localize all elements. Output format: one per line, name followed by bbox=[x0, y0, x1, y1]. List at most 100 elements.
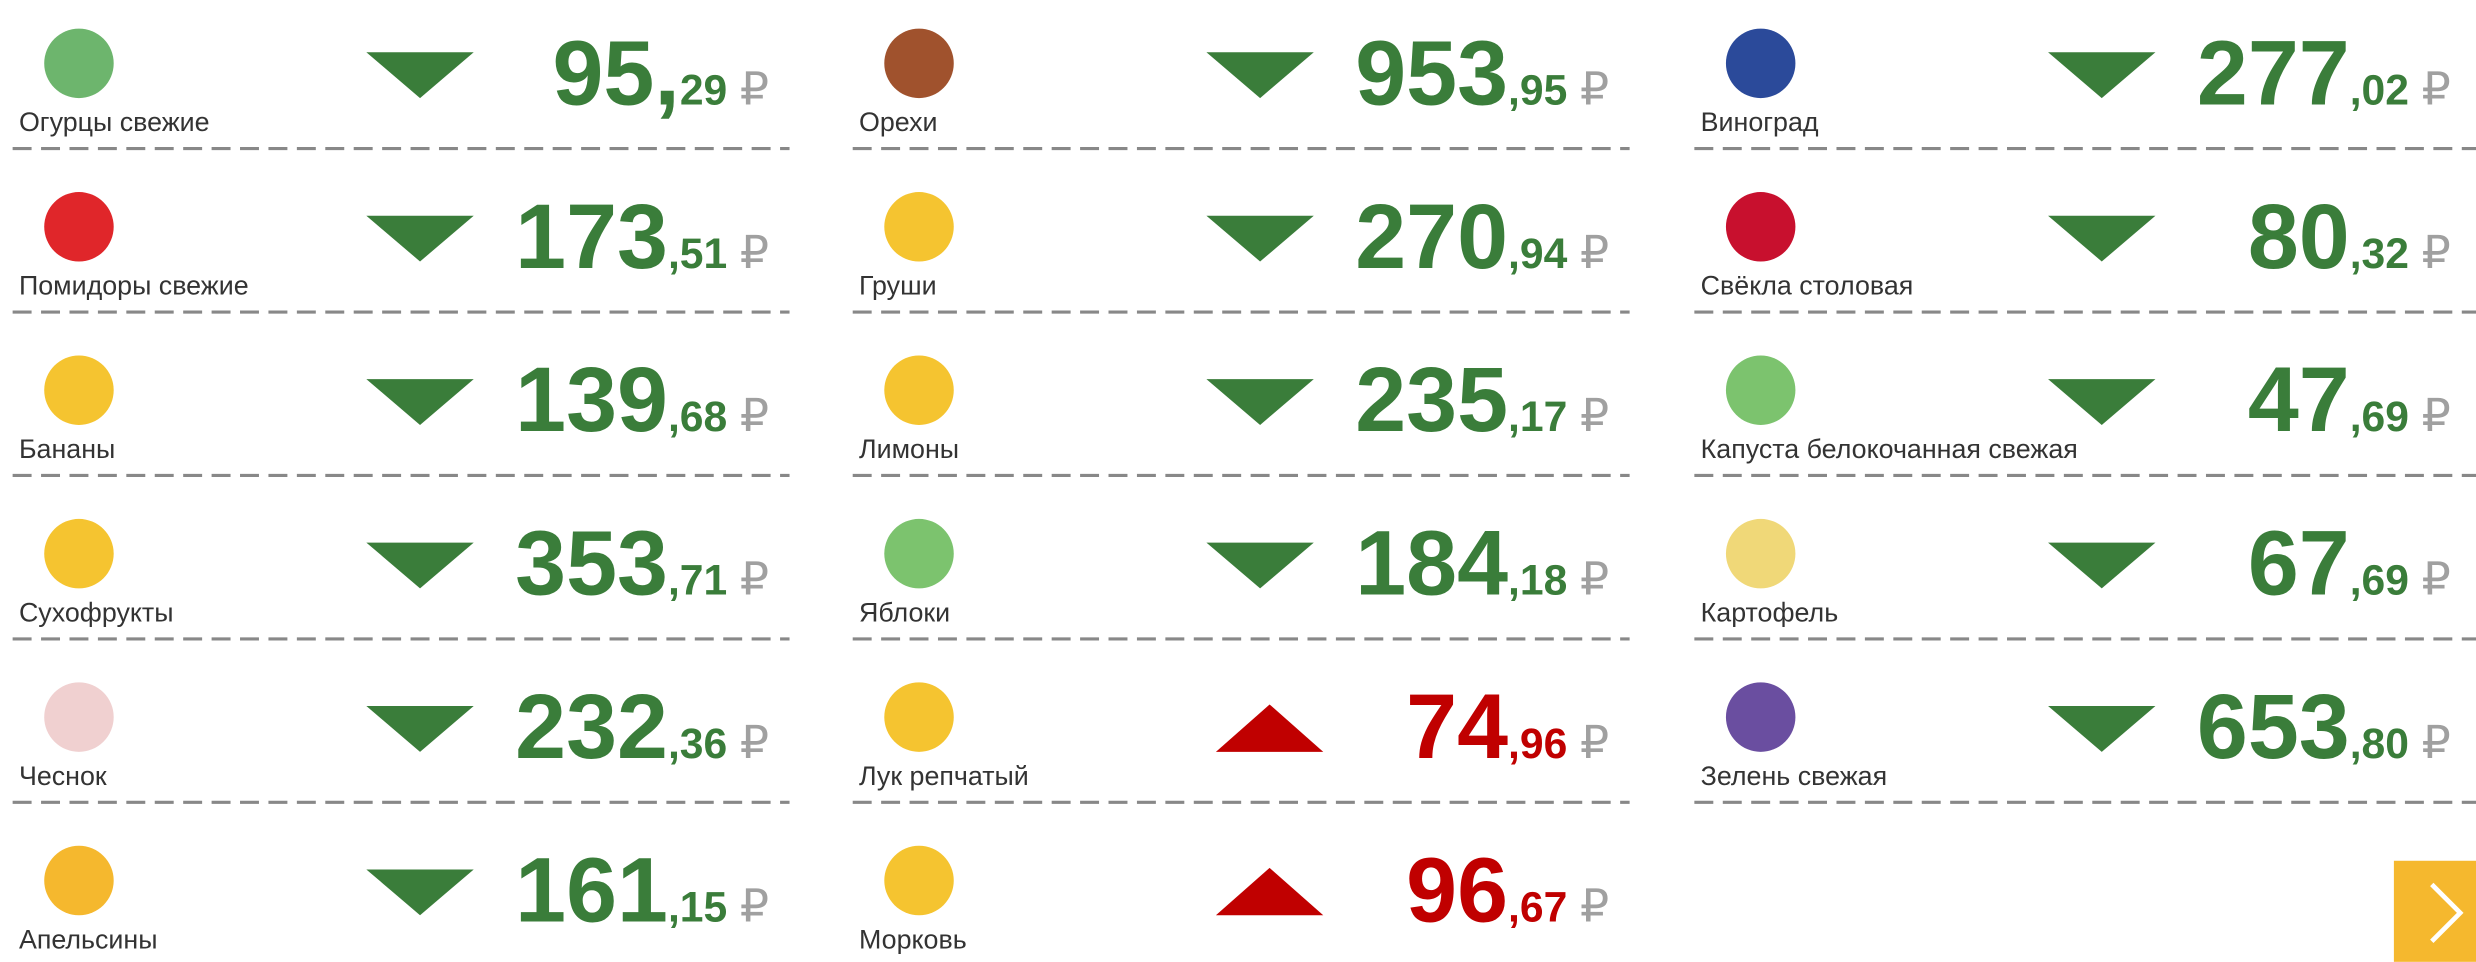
product-icon bbox=[44, 846, 113, 915]
trend-arrow bbox=[366, 379, 473, 425]
price: 173,51 ₽ bbox=[515, 186, 769, 288]
product-name: Морковь bbox=[859, 924, 967, 954]
product-icon bbox=[44, 29, 113, 98]
trend-arrow bbox=[2048, 52, 2155, 98]
product-name: Капуста белокочанная свежая bbox=[1701, 434, 2078, 464]
currency: ₽ bbox=[2422, 227, 2451, 278]
product-name: Виноград bbox=[1701, 107, 1819, 137]
trend-arrow bbox=[1216, 868, 1323, 915]
product-name: Груши bbox=[859, 271, 937, 301]
product-icon bbox=[44, 355, 113, 424]
price-fraction: ,71 bbox=[668, 557, 727, 605]
product-icon bbox=[884, 519, 953, 588]
product-name: Чеснок bbox=[19, 761, 107, 791]
product-icon bbox=[44, 192, 113, 261]
price-fraction: ,17 bbox=[1508, 393, 1567, 441]
trend-arrow bbox=[366, 52, 473, 98]
price-main: 47 bbox=[2248, 349, 2350, 451]
product-icon bbox=[884, 355, 953, 424]
currency: ₽ bbox=[740, 227, 769, 278]
price-fraction: ,15 bbox=[668, 884, 727, 932]
next-button-bg[interactable] bbox=[2394, 861, 2476, 962]
price-main: 235 bbox=[1355, 349, 1508, 451]
trend-arrow bbox=[2048, 706, 2155, 752]
price-main: 653 bbox=[2197, 676, 2350, 778]
product-name: Картофель bbox=[1701, 598, 1839, 628]
trend-arrow bbox=[366, 216, 473, 262]
product-icon bbox=[884, 29, 953, 98]
price-fraction: ,80 bbox=[2350, 720, 2409, 768]
product-icon bbox=[884, 682, 953, 751]
trend-arrow bbox=[1206, 379, 1313, 425]
currency: ₽ bbox=[1580, 63, 1609, 114]
trend-arrow bbox=[1206, 216, 1313, 262]
currency: ₽ bbox=[740, 390, 769, 441]
price-main: 139 bbox=[515, 349, 668, 451]
product-icon bbox=[884, 846, 953, 915]
currency: ₽ bbox=[740, 554, 769, 605]
page: {"currency": "₽", "columns": [ {"items":… bbox=[0, 0, 2476, 962]
price-fraction: ,69 bbox=[2350, 393, 2409, 441]
price-main: 953 bbox=[1355, 22, 1508, 124]
price: 74,96₽ bbox=[1406, 676, 1609, 778]
price-fraction: ,96 bbox=[1508, 720, 1567, 768]
next-button[interactable] bbox=[2394, 861, 2476, 962]
price-main: 67 bbox=[2248, 513, 2350, 615]
product-name: Яблоки bbox=[859, 598, 950, 628]
product-icon bbox=[1726, 192, 1795, 261]
product-icon bbox=[44, 682, 113, 751]
price-fraction: ,69 bbox=[2350, 557, 2409, 605]
product-name: Помидоры свежие bbox=[19, 271, 249, 301]
price: 277,02₽ bbox=[2197, 22, 2451, 124]
trend-arrow bbox=[366, 543, 473, 589]
price-fraction: ,94 bbox=[1508, 230, 1568, 278]
price-main: 80 bbox=[2248, 186, 2350, 288]
price-main: 270 bbox=[1355, 186, 1508, 288]
price: 653,80₽ bbox=[2197, 676, 2451, 778]
price-fraction: ,18 bbox=[1508, 557, 1567, 605]
price-main: 173 bbox=[515, 186, 668, 288]
price: 353,71₽ bbox=[515, 513, 769, 615]
price-fraction: ,68 bbox=[668, 393, 727, 441]
currency: ₽ bbox=[1580, 390, 1609, 441]
price: 235,17 ₽ bbox=[1355, 349, 1609, 451]
currency: ₽ bbox=[1580, 554, 1609, 605]
trend-arrow bbox=[2048, 216, 2155, 262]
currency: ₽ bbox=[740, 881, 769, 932]
price: 80,32₽ bbox=[2248, 186, 2451, 288]
product-name: Орехи bbox=[859, 107, 938, 137]
price-fraction: ,36 bbox=[668, 720, 727, 768]
trend-arrow bbox=[1206, 52, 1313, 98]
product-icon bbox=[1726, 29, 1795, 98]
price: 96,67 ₽ bbox=[1406, 840, 1609, 942]
price-main: 96 bbox=[1406, 840, 1508, 942]
currency: ₽ bbox=[2422, 390, 2451, 441]
price-fraction: ,67 bbox=[1508, 884, 1567, 932]
price-main: 95, bbox=[553, 22, 680, 124]
price: 232,36₽ bbox=[515, 676, 769, 778]
product-icon bbox=[1726, 519, 1795, 588]
currency: ₽ bbox=[1580, 881, 1609, 932]
product-icon bbox=[884, 192, 953, 261]
price-main: 74 bbox=[1406, 676, 1508, 778]
price-main: 184 bbox=[1355, 513, 1508, 615]
currency: ₽ bbox=[2422, 554, 2451, 605]
product-name: Апельсины bbox=[19, 924, 158, 954]
product-name: Бананы bbox=[19, 434, 115, 464]
price-fraction: ,51 bbox=[668, 230, 727, 278]
product-name: Лук репчатый bbox=[859, 761, 1029, 791]
price: 95,29₽ bbox=[553, 22, 770, 124]
product-icon bbox=[44, 519, 113, 588]
price-main: 232 bbox=[515, 676, 668, 778]
product-name: Сухофрукты bbox=[19, 598, 174, 628]
product-name: Лимоны bbox=[859, 434, 959, 464]
product-name: Огурцы свежие bbox=[19, 107, 210, 137]
price-main: 161 bbox=[515, 840, 668, 942]
price-fraction: ,95 bbox=[1508, 66, 1567, 114]
trend-arrow bbox=[1206, 543, 1313, 589]
product-name: Свёкла столовая bbox=[1701, 271, 1914, 301]
price-board: Огурцы свежие 95,29₽ Помидоры свежие 173,51… bbox=[0, 0, 2476, 962]
currency: ₽ bbox=[2422, 63, 2451, 114]
currency: ₽ bbox=[740, 63, 769, 114]
currency: ₽ bbox=[1580, 227, 1609, 278]
